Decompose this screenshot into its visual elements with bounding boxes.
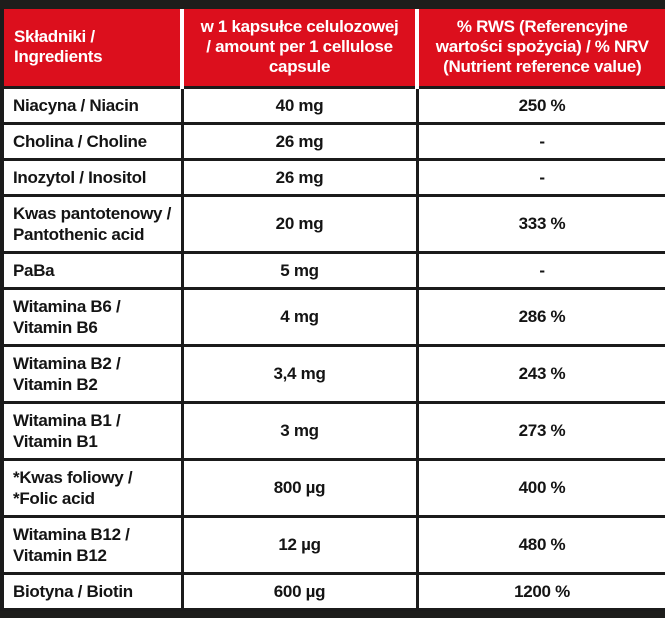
rws-percentage: 250 % (415, 85, 665, 125)
amount-value: 26 mg (180, 121, 419, 161)
table-row: Witamina B6 / Vitamin B6 4 mg 286 % (0, 286, 665, 347)
header-ingredients: Składniki / Ingredients (2, 9, 182, 87)
amount-value: 4 mg (180, 286, 419, 347)
amount-value: 5 mg (180, 250, 419, 290)
table-row: Witamina B1 / Vitamin B1 3 mg 273 % (0, 400, 665, 461)
ingredient-name: Witamina B1 / Vitamin B1 (0, 400, 184, 461)
amount-value: 3,4 mg (180, 343, 419, 404)
rws-percentage: 273 % (415, 400, 665, 461)
ingredient-name: Niacyna / Niacin (0, 85, 184, 125)
table-row: Witamina B12 / Vitamin B12 12 µg 480 % (0, 514, 665, 575)
ingredient-name: *Kwas foliowy / *Folic acid (0, 457, 184, 518)
rws-percentage: - (415, 121, 665, 161)
ingredient-name: Witamina B6 / Vitamin B6 (0, 286, 184, 347)
ingredient-name: Inozytol / Inositol (0, 157, 184, 197)
rws-percentage: 400 % (415, 457, 665, 518)
table-body: Niacyna / Niacin 40 mg 250 % Cholina / C… (0, 85, 665, 611)
rws-percentage: 1200 % (415, 571, 665, 611)
ingredient-name: Biotyna / Biotin (0, 571, 184, 611)
ingredient-name: Witamina B12 / Vitamin B12 (0, 514, 184, 575)
amount-value: 3 mg (180, 400, 419, 461)
ingredients-table: Składniki / Ingredients w 1 kapsułce cel… (0, 9, 665, 611)
header-rws-nrv: % RWS (Referencyjne wartości spożycia) /… (415, 9, 665, 87)
bottom-black-bar (0, 610, 665, 618)
rws-percentage: 480 % (415, 514, 665, 575)
table-row: Inozytol / Inositol 26 mg - (0, 157, 665, 197)
ingredient-name: Cholina / Choline (0, 121, 184, 161)
table-row: Witamina B2 / Vitamin B2 3,4 mg 243 % (0, 343, 665, 404)
amount-value: 26 mg (180, 157, 419, 197)
table-row: Kwas pantotenowy / Pantothenic acid 20 m… (0, 193, 665, 254)
amount-value: 800 µg (180, 457, 419, 518)
top-black-bar (0, 0, 665, 9)
table-header: Składniki / Ingredients w 1 kapsułce cel… (2, 9, 665, 87)
table-row: Niacyna / Niacin 40 mg 250 % (0, 85, 665, 125)
rws-percentage: 286 % (415, 286, 665, 347)
amount-value: 40 mg (180, 85, 419, 125)
ingredient-name: Witamina B2 / Vitamin B2 (0, 343, 184, 404)
header-amount-per-capsule: w 1 kapsułce celulozowej / amount per 1 … (180, 9, 417, 87)
rws-percentage: - (415, 250, 665, 290)
ingredient-name: Kwas pantotenowy / Pantothenic acid (0, 193, 184, 254)
table-row: Biotyna / Biotin 600 µg 1200 % (0, 571, 665, 611)
supplement-facts-label: Składniki / Ingredients w 1 kapsułce cel… (0, 0, 665, 618)
table-row: PaBa 5 mg - (0, 250, 665, 290)
amount-value: 600 µg (180, 571, 419, 611)
table-row: *Kwas foliowy / *Folic acid 800 µg 400 % (0, 457, 665, 518)
rws-percentage: 333 % (415, 193, 665, 254)
table-row: Cholina / Choline 26 mg - (0, 121, 665, 161)
rws-percentage: - (415, 157, 665, 197)
ingredient-name: PaBa (0, 250, 184, 290)
rws-percentage: 243 % (415, 343, 665, 404)
header-row: Składniki / Ingredients w 1 kapsułce cel… (2, 9, 665, 87)
amount-value: 12 µg (180, 514, 419, 575)
amount-value: 20 mg (180, 193, 419, 254)
